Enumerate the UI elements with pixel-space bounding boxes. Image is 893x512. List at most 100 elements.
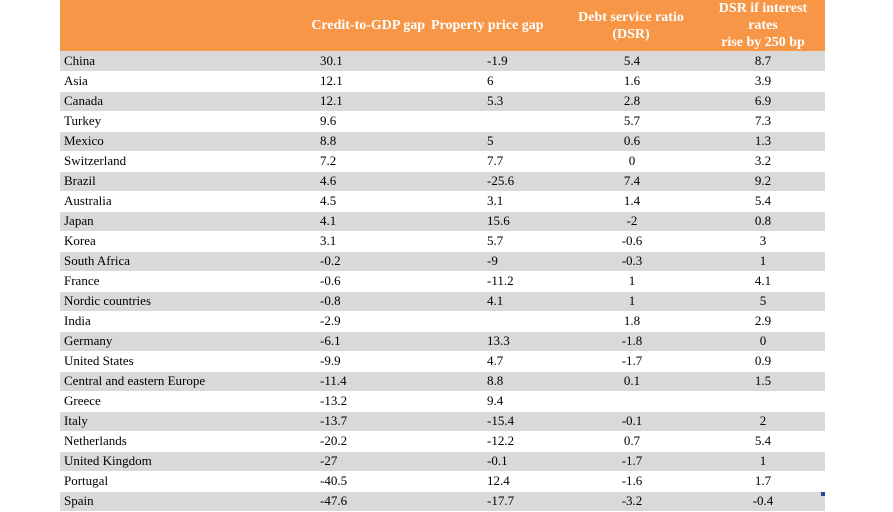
cell-country: Asia [60, 71, 242, 92]
cell-dsr-rate-rise: 2 [693, 411, 825, 432]
cell-credit-to-gdp-gap: -0.6 [242, 271, 429, 292]
cell-property-price-gap: 4.1 [429, 291, 561, 312]
cell-debt-service-ratio: 1.8 [561, 311, 693, 332]
header-debt-service-ratio: Debt service ratio (DSR) [561, 0, 693, 51]
cell-property-price-gap: 8.8 [429, 371, 561, 392]
cell-debt-service-ratio: 0 [561, 151, 693, 172]
cell-country: United Kingdom [60, 451, 242, 472]
cell-property-price-gap: -9 [429, 251, 561, 272]
table-row: Australia 4.5 3.1 1.4 5.4 [60, 191, 825, 212]
cell-credit-to-gdp-gap: 30.1 [242, 51, 429, 72]
cell-debt-service-ratio: 5.7 [561, 111, 693, 132]
cell-property-price-gap: -11.2 [429, 271, 561, 292]
cell-credit-to-gdp-gap: -27 [242, 451, 429, 472]
cell-dsr-rate-rise: 8.7 [693, 51, 825, 72]
cell-dsr-rate-rise: 0 [693, 331, 825, 352]
cell-debt-service-ratio: -3.2 [561, 491, 693, 512]
cell-credit-to-gdp-gap: 4.5 [242, 191, 429, 212]
cell-property-price-gap: 4.7 [429, 351, 561, 372]
cell-country: Korea [60, 231, 242, 252]
cell-credit-to-gdp-gap: 4.6 [242, 171, 429, 192]
table-body: China 30.1 -1.9 5.4 8.7 Asia 12.1 6 1.6 3.9 Canada… [60, 51, 825, 512]
cell-debt-service-ratio: -0.6 [561, 231, 693, 252]
cell-country: Japan [60, 211, 242, 232]
cell-property-price-gap: -17.7 [429, 491, 561, 512]
cell-dsr-rate-rise: 5.4 [693, 191, 825, 212]
cell-credit-to-gdp-gap: 3.1 [242, 231, 429, 252]
table-row: United States -9.9 4.7 -1.7 0.9 [60, 351, 825, 372]
cell-debt-service-ratio: -0.1 [561, 411, 693, 432]
header-credit-to-gdp-gap: Credit-to-GDP gap [311, 18, 425, 33]
cell-debt-service-ratio: 1 [561, 291, 693, 312]
cell-debt-service-ratio: 1.4 [561, 191, 693, 212]
cell-country: Spain [60, 491, 242, 512]
header-row: Credit-to-GDP gap Property price gap Deb… [60, 0, 825, 51]
cell-property-price-gap: 13.3 [429, 331, 561, 352]
cell-debt-service-ratio: -2 [561, 211, 693, 232]
cell-debt-service-ratio: 7.4 [561, 171, 693, 192]
cell-debt-service-ratio: 0.1 [561, 371, 693, 392]
cell-debt-service-ratio: 1.6 [561, 71, 693, 92]
cell-credit-to-gdp-gap: -47.6 [242, 491, 429, 512]
cell-debt-service-ratio: 0.7 [561, 431, 693, 452]
cell-dsr-rate-rise [693, 391, 825, 412]
cell-dsr-rate-rise: 3.9 [693, 71, 825, 92]
cell-debt-service-ratio [561, 391, 693, 412]
table-header: Credit-to-GDP gap Property price gap Deb… [60, 0, 825, 51]
selection-handle[interactable] [821, 492, 825, 496]
cell-credit-to-gdp-gap: -0.2 [242, 251, 429, 272]
table-row: United Kingdom -27 -0.1 -1.7 1 [60, 451, 825, 472]
cell-property-price-gap: -12.2 [429, 431, 561, 452]
cell-debt-service-ratio: -1.7 [561, 351, 693, 372]
cell-property-price-gap: 15.6 [429, 211, 561, 232]
cell-credit-to-gdp-gap: 7.2 [242, 151, 429, 172]
cell-country: Canada [60, 91, 242, 112]
cell-property-price-gap [429, 111, 561, 132]
table-row: Netherlands -20.2 -12.2 0.7 5.4 [60, 431, 825, 452]
indicator-table: Credit-to-GDP gap Property price gap Deb… [60, 0, 825, 512]
cell-credit-to-gdp-gap: -2.9 [242, 311, 429, 332]
cell-credit-to-gdp-gap: 12.1 [242, 91, 429, 112]
cell-property-price-gap: -15.4 [429, 411, 561, 432]
table-row: China 30.1 -1.9 5.4 8.7 [60, 51, 825, 72]
cell-credit-to-gdp-gap: 12.1 [242, 71, 429, 92]
header-property-price-gap: Property price gap [431, 18, 544, 33]
cell-country: Australia [60, 191, 242, 212]
table-row: France -0.6 -11.2 1 4.1 [60, 271, 825, 292]
cell-property-price-gap: -1.9 [429, 51, 561, 72]
cell-credit-to-gdp-gap: -40.5 [242, 471, 429, 492]
cell-dsr-rate-rise: 3.2 [693, 151, 825, 172]
cell-dsr-rate-rise: 1 [693, 451, 825, 472]
cell-country: South Africa [60, 251, 242, 272]
cell-dsr-rate-rise: -0.4 [693, 491, 825, 512]
cell-credit-to-gdp-gap: -6.1 [242, 331, 429, 352]
cell-property-price-gap: 9.4 [429, 391, 561, 412]
header-dsr250-line1: DSR if interest rates [718, 1, 808, 33]
cell-credit-to-gdp-gap: 4.1 [242, 211, 429, 232]
cell-country: Nordic countries [60, 291, 242, 312]
table-row: Canada 12.1 5.3 2.8 6.9 [60, 91, 825, 112]
cell-credit-to-gdp-gap: -11.4 [242, 371, 429, 392]
cell-property-price-gap: 7.7 [429, 151, 561, 172]
header-dsr-line2: (DSR) [612, 26, 650, 42]
cell-dsr-rate-rise: 9.2 [693, 171, 825, 192]
cell-debt-service-ratio: -0.3 [561, 251, 693, 272]
cell-property-price-gap: -0.1 [429, 451, 561, 472]
cell-dsr-rate-rise: 4.1 [693, 271, 825, 292]
cell-property-price-gap: 5.7 [429, 231, 561, 252]
table-row: Turkey 9.6 5.7 7.3 [60, 111, 825, 132]
cell-country: India [60, 311, 242, 332]
table-row: Korea 3.1 5.7 -0.6 3 [60, 231, 825, 252]
cell-dsr-rate-rise: 5 [693, 291, 825, 312]
cell-property-price-gap: 12.4 [429, 471, 561, 492]
table-row: Japan 4.1 15.6 -2 0.8 [60, 211, 825, 232]
cell-credit-to-gdp-gap: 8.8 [242, 131, 429, 152]
table-row: South Africa -0.2 -9 -0.3 1 [60, 251, 825, 272]
cell-property-price-gap: 3.1 [429, 191, 561, 212]
header-dsr-rate-rise: DSR if interest rates rise by 250 bp [693, 0, 825, 51]
header-dsr250-line2: rise by 250 bp [721, 35, 805, 50]
cell-dsr-rate-rise: 1.7 [693, 471, 825, 492]
table-row: Nordic countries -0.8 4.1 1 5 [60, 291, 825, 312]
cell-country: Turkey [60, 111, 242, 132]
cell-dsr-rate-rise: 1 [693, 251, 825, 272]
